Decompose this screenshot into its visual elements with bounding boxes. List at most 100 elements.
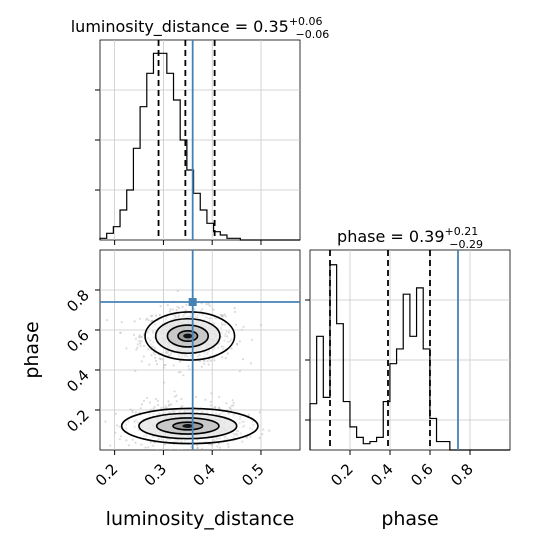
scatter-point <box>137 429 140 432</box>
scatter-point <box>136 421 139 424</box>
y-tick-label: 0.8 <box>63 286 93 316</box>
scatter-point <box>119 331 122 334</box>
title-main: phase = 0.39 <box>337 227 444 246</box>
scatter-point <box>167 404 170 407</box>
scatter-point <box>129 408 132 411</box>
scatter-point <box>160 438 163 441</box>
scatter-point <box>221 315 224 318</box>
title-plus: +0.06 <box>289 15 323 28</box>
scatter-point <box>224 332 227 336</box>
scatter-point <box>224 438 227 441</box>
scatter-point <box>258 436 261 440</box>
scatter-point <box>251 338 254 341</box>
scatter-point <box>243 424 246 427</box>
scatter-point <box>213 322 216 325</box>
scatter-point <box>152 458 154 460</box>
scatter-point <box>259 324 262 327</box>
x-tick-label: 0.4 <box>189 460 219 490</box>
scatter-point <box>118 438 121 441</box>
scatter-point <box>151 329 154 332</box>
scatter-point <box>193 313 196 316</box>
scatter-point <box>172 314 175 317</box>
scatter-point <box>152 351 155 354</box>
scatter-point <box>148 401 151 404</box>
scatter-point <box>140 360 143 363</box>
scatter-point <box>165 439 168 443</box>
scatter-point <box>218 342 221 345</box>
scatter-point <box>172 364 175 367</box>
scatter-point <box>177 354 180 357</box>
scatter-point <box>176 289 179 293</box>
scatter-point <box>161 358 164 361</box>
scatter-point <box>232 436 235 439</box>
scatter-point <box>178 410 181 413</box>
title-minus: −0.06 <box>296 28 330 41</box>
scatter-point <box>196 316 199 319</box>
scatter-point <box>205 303 208 306</box>
scatter-point <box>197 453 199 455</box>
scatter-point <box>106 319 109 322</box>
scatter-point <box>247 413 250 416</box>
histogram-luminosity-distance <box>99 52 300 241</box>
scatter-point <box>147 446 150 449</box>
scatter-point <box>169 411 172 414</box>
scatter-point <box>241 440 244 443</box>
scatter-point <box>180 449 183 450</box>
histogram-panel-luminosity-distance <box>99 39 301 241</box>
scatter-point <box>196 446 199 450</box>
scatter-point <box>226 352 229 355</box>
scatter-point <box>174 460 176 462</box>
scatter-point <box>135 348 138 351</box>
x-tick-label: 0.3 <box>141 460 171 490</box>
scatter-point <box>208 320 211 323</box>
scatter-point <box>207 363 210 366</box>
scatter-point <box>231 399 234 402</box>
scatter-point <box>147 348 150 351</box>
scatter-point <box>188 368 191 371</box>
scatter-point <box>133 333 136 336</box>
scatter-point <box>209 400 212 403</box>
scatter-point <box>238 340 241 343</box>
scatter-point <box>169 353 172 356</box>
scatter-point <box>208 304 211 307</box>
scatter-point <box>152 331 155 334</box>
scatter-point <box>133 420 136 423</box>
scatter-point <box>156 399 159 402</box>
scatter-point <box>138 339 141 342</box>
scatter-point <box>252 423 255 426</box>
scatter-point <box>177 313 180 317</box>
scatter-point <box>238 370 241 373</box>
scatter-point <box>167 354 170 357</box>
scatter-point <box>158 357 161 360</box>
scatter-point <box>236 343 239 346</box>
panel-frame <box>309 249 511 451</box>
scatter-point <box>213 438 216 441</box>
scatter-point <box>198 360 201 363</box>
scatter-point <box>152 341 155 344</box>
scatter-point <box>177 448 180 450</box>
scatter-point <box>131 410 134 413</box>
scatter-point <box>163 443 166 446</box>
scatter-point <box>245 436 248 439</box>
scatter-point <box>196 355 199 358</box>
scatter-point <box>198 353 201 356</box>
scatter-point <box>232 414 235 417</box>
scatter-point <box>184 309 187 312</box>
scatter-point <box>203 359 206 362</box>
scatter-point <box>136 343 139 346</box>
scatter-point <box>153 346 156 349</box>
scatter-point <box>161 448 164 450</box>
scatter-point <box>213 347 216 350</box>
xlabel-luminosity-distance: luminosity_distance <box>106 508 295 530</box>
scatter-point <box>268 429 271 432</box>
scatter-point <box>166 304 169 307</box>
scatter-point <box>184 452 186 454</box>
scatter-point <box>249 362 252 365</box>
scatter-point <box>116 424 119 427</box>
scatter-point <box>127 444 131 447</box>
scatter-point <box>182 374 185 377</box>
scatter-point <box>242 325 245 328</box>
scatter-point <box>224 315 227 318</box>
scatter-point <box>139 344 142 347</box>
scatter-point <box>233 307 236 310</box>
